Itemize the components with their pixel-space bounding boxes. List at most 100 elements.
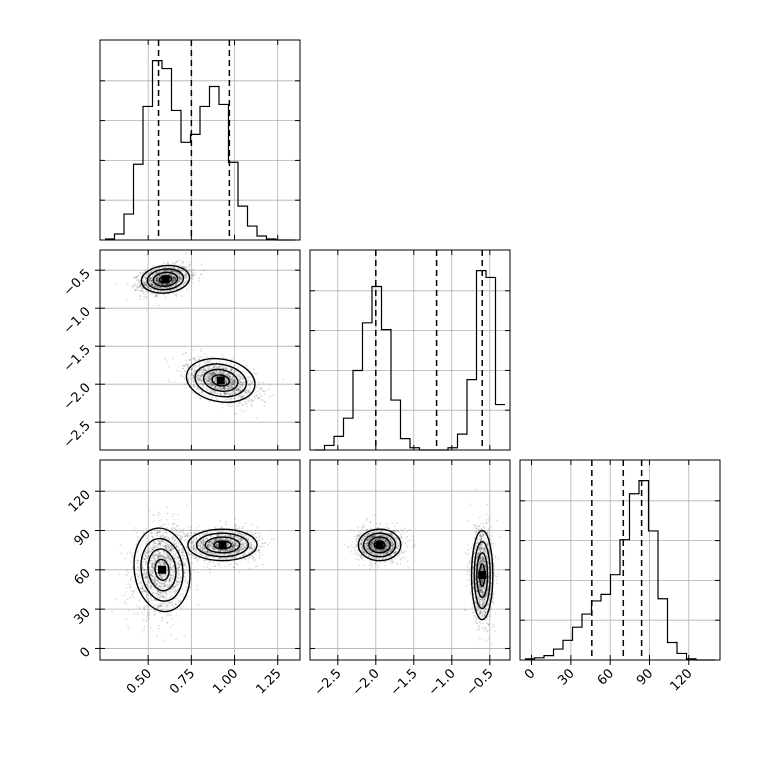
sample-point: [177, 531, 180, 534]
sample-point: [217, 386, 220, 389]
sample-point: [155, 589, 158, 592]
sample-point: [157, 281, 160, 284]
sample-point: [143, 557, 146, 560]
sample-point: [177, 581, 180, 583]
sample-point: [180, 607, 183, 610]
sample-point: [206, 360, 209, 363]
sample-point: [162, 591, 164, 593]
sample-point: [139, 271, 141, 274]
sample-point: [168, 380, 171, 383]
sample-point: [148, 279, 151, 282]
sample-point: [148, 581, 150, 584]
sample-point: [153, 578, 156, 581]
density-contour: [140, 264, 191, 294]
sample-point: [190, 368, 192, 371]
sample-point: [146, 598, 149, 601]
sample-point: [147, 604, 150, 607]
sample-point: [182, 532, 185, 535]
sample-point: [154, 554, 157, 557]
sample-point: [153, 296, 156, 299]
sample-point: [171, 575, 174, 578]
sample-point: [149, 271, 152, 274]
sample-point: [187, 372, 190, 375]
sample-point: [182, 605, 185, 608]
sample-point: [156, 290, 159, 293]
sample-point: [153, 285, 156, 288]
sample-point: [216, 371, 218, 373]
sample-point: [171, 548, 174, 551]
sample-point: [152, 567, 155, 570]
sample-point: [146, 611, 149, 614]
sample-point: [163, 283, 166, 286]
sample-point: [149, 571, 152, 574]
sample-point: [138, 275, 141, 277]
sample-point: [169, 274, 172, 277]
sample-point: [163, 592, 166, 595]
sample-point: [166, 269, 169, 272]
sample-point: [173, 513, 176, 516]
sample-point: [162, 561, 165, 564]
sample-point: [155, 278, 158, 281]
sample-point: [240, 540, 243, 543]
sample-point: [238, 390, 241, 393]
sample-point: [184, 351, 187, 354]
histogram-panel-p1: [309, 249, 511, 451]
sample-point: [167, 287, 169, 289]
sample-point: [185, 360, 187, 362]
sample-point: [234, 547, 237, 550]
sample-point: [173, 554, 176, 556]
sample-point: [233, 535, 236, 538]
sample-point: [167, 283, 170, 286]
sample-point: [155, 280, 158, 282]
sample-point: [240, 558, 243, 561]
sample-point: [192, 370, 195, 373]
sample-point: [213, 371, 215, 374]
sample-point: [139, 289, 142, 292]
sample-point: [247, 384, 250, 387]
sample-point: [167, 523, 170, 526]
sample-point: [166, 586, 169, 589]
sample-point: [144, 552, 146, 555]
sample-point: [232, 390, 235, 392]
sample-point: [228, 375, 231, 378]
sample-point: [177, 566, 180, 569]
sample-point: [171, 618, 173, 621]
sample-point: [148, 613, 151, 616]
sample-point: [236, 405, 238, 408]
sample-point: [249, 402, 252, 405]
sample-point: [156, 282, 159, 285]
sample-point: [191, 546, 194, 549]
sample-point: [202, 384, 205, 386]
sample-point: [156, 277, 158, 279]
sample-point: [214, 376, 217, 379]
sample-point: [225, 537, 228, 540]
sample-point: [225, 378, 228, 381]
sample-point: [226, 387, 229, 390]
sample-point: [145, 541, 148, 543]
sample-point: [241, 394, 244, 397]
sample-point: [162, 536, 164, 539]
sample-point: [152, 282, 155, 285]
sample-point: [160, 282, 162, 285]
sample-point: [204, 368, 207, 371]
sample-point: [141, 586, 144, 589]
sample-point: [150, 284, 153, 286]
sample-point: [233, 556, 236, 558]
sample-point: [224, 380, 227, 383]
sample-point: [185, 271, 187, 274]
sample-point: [129, 586, 132, 588]
sample-point: [171, 574, 174, 577]
sample-point: [222, 538, 225, 541]
sample-point: [150, 287, 153, 290]
sample-point: [192, 384, 195, 387]
sample-point: [161, 539, 164, 542]
sample-point: [146, 575, 148, 578]
sample-point: [163, 585, 166, 587]
sample-point: [134, 289, 136, 292]
sample-point: [160, 534, 163, 537]
sample-point: [163, 556, 166, 558]
sample-point: [202, 546, 205, 549]
sample-point: [256, 394, 258, 397]
sample-point: [159, 563, 162, 566]
sample-point: [149, 546, 152, 549]
